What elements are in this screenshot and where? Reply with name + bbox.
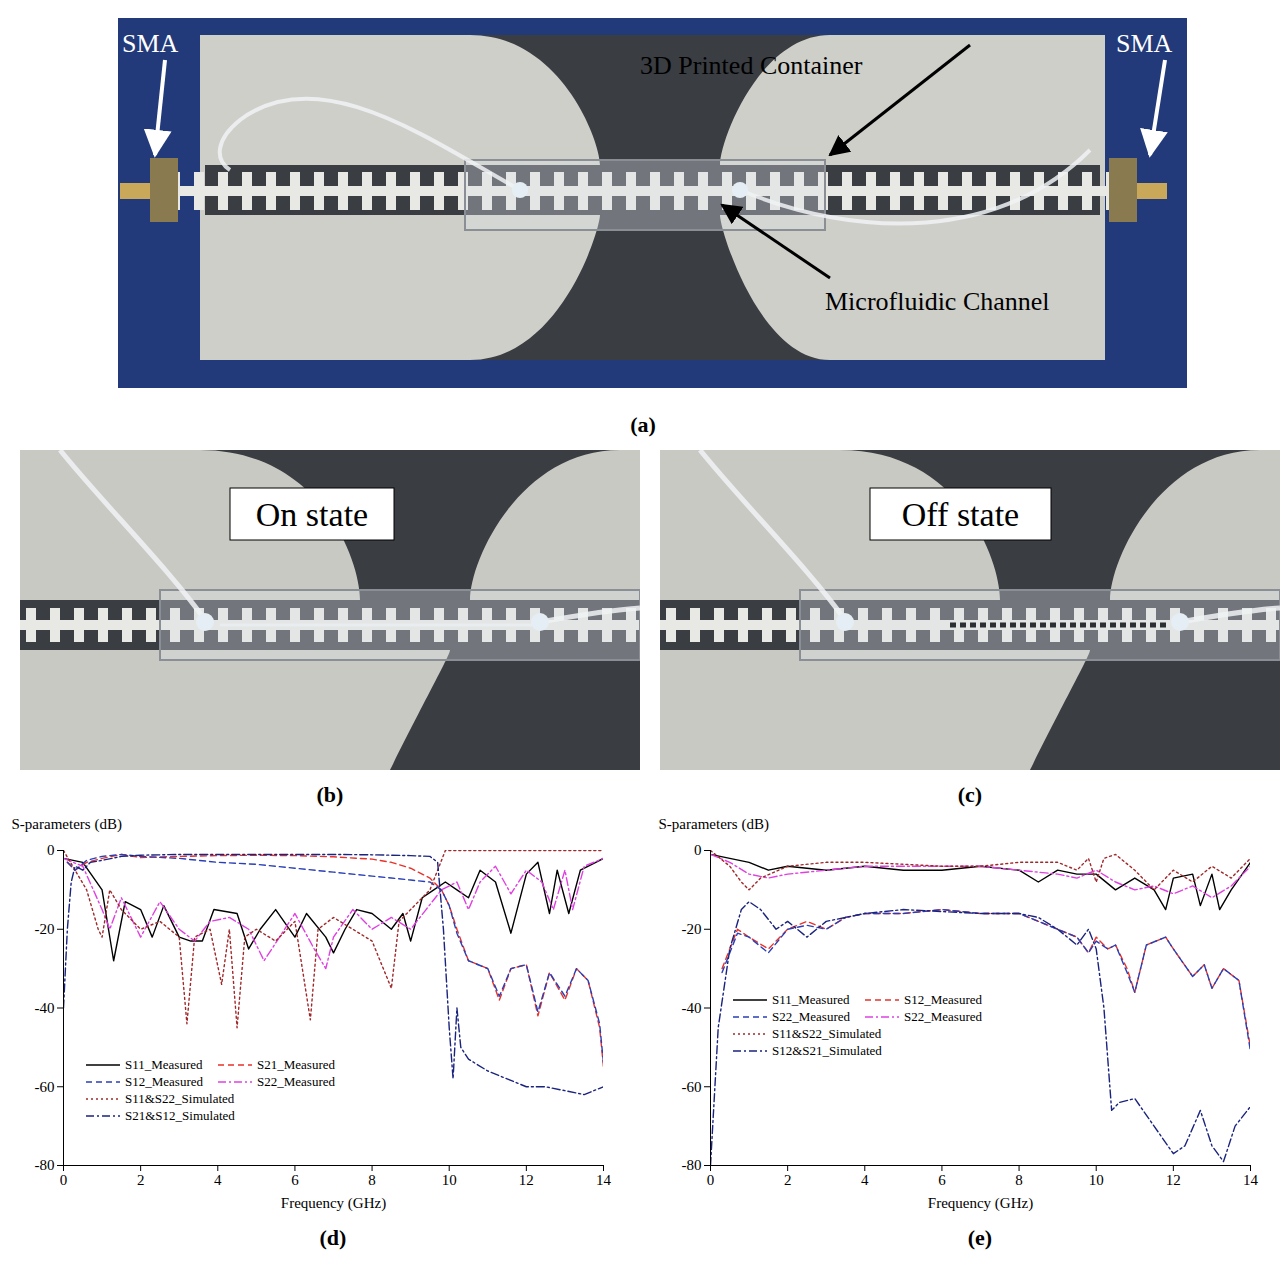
html-text:(a): (a)	[630, 412, 656, 437]
svg-text:0: 0	[694, 842, 702, 858]
html-text:S11_Measured: S11_Measured	[772, 991, 850, 1007]
svg-text:12: 12	[519, 1172, 534, 1188]
svg-text:-60: -60	[682, 1079, 702, 1095]
svg-text:12: 12	[1166, 1172, 1181, 1188]
html-text:S11&S22_Simulated: S11&S22_Simulated	[125, 1090, 235, 1106]
html-text:S11_Measured: S11_Measured	[125, 1056, 203, 1072]
svg-text:S-parameters (dB): S-parameters (dB)	[12, 816, 122, 833]
svg-text:8: 8	[368, 1172, 376, 1188]
html-text:S11&S22_Simulated: S11&S22_Simulated	[772, 1025, 882, 1041]
svg-text:Off state: Off state	[902, 496, 1019, 533]
html-text:S12&S21_Simulated: S12&S21_Simulated	[772, 1042, 882, 1058]
svg-text:6: 6	[938, 1172, 946, 1188]
svg-text:-40: -40	[35, 1000, 55, 1016]
svg-text:0: 0	[60, 1172, 68, 1188]
html-text:(c): (c)	[957, 782, 983, 807]
svg-text:-20: -20	[682, 921, 702, 937]
svg-text:SMA: SMA	[122, 29, 179, 58]
svg-text:On state: On state	[256, 496, 368, 533]
html-text:S22_Measured: S22_Measured	[257, 1073, 335, 1089]
svg-text:14: 14	[1243, 1172, 1259, 1188]
html-text:(e): (e)	[967, 1225, 993, 1250]
svg-text:10: 10	[1089, 1172, 1104, 1188]
html-text:(d): (d)	[319, 1225, 347, 1250]
html-text:S21&S12_Simulated: S21&S12_Simulated	[125, 1107, 235, 1123]
svg-text:S-parameters (dB): S-parameters (dB)	[659, 816, 769, 833]
html-text:(b): (b)	[316, 782, 344, 807]
html-text:S12_Measured: S12_Measured	[904, 991, 982, 1007]
svg-text:SMA: SMA	[1116, 29, 1173, 58]
svg-text:0: 0	[707, 1172, 715, 1188]
svg-text:Frequency (GHz): Frequency (GHz)	[928, 1195, 1033, 1212]
svg-text:2: 2	[137, 1172, 145, 1188]
svg-text:Microfluidic Channel: Microfluidic Channel	[825, 287, 1050, 316]
html-text:S12_Measured: S12_Measured	[125, 1073, 203, 1089]
svg-text:-20: -20	[35, 921, 55, 937]
svg-text:0: 0	[47, 842, 55, 858]
svg-text:6: 6	[291, 1172, 299, 1188]
html-text:S22_Measured: S22_Measured	[772, 1008, 850, 1024]
html-text:S21_Measured: S21_Measured	[257, 1056, 335, 1072]
svg-text:2: 2	[784, 1172, 792, 1188]
svg-text:-80: -80	[35, 1157, 55, 1173]
svg-text:8: 8	[1015, 1172, 1023, 1188]
svg-text:4: 4	[861, 1172, 869, 1188]
svg-text:10: 10	[442, 1172, 457, 1188]
svg-text:14: 14	[596, 1172, 612, 1188]
svg-text:-40: -40	[682, 1000, 702, 1016]
svg-text:-60: -60	[35, 1079, 55, 1095]
svg-text:3D Printed Container: 3D Printed Container	[640, 51, 863, 80]
svg-text:4: 4	[214, 1172, 222, 1188]
svg-text:Frequency (GHz): Frequency (GHz)	[281, 1195, 386, 1212]
svg-text:-80: -80	[682, 1157, 702, 1173]
html-text:S22_Measured: S22_Measured	[904, 1008, 982, 1024]
